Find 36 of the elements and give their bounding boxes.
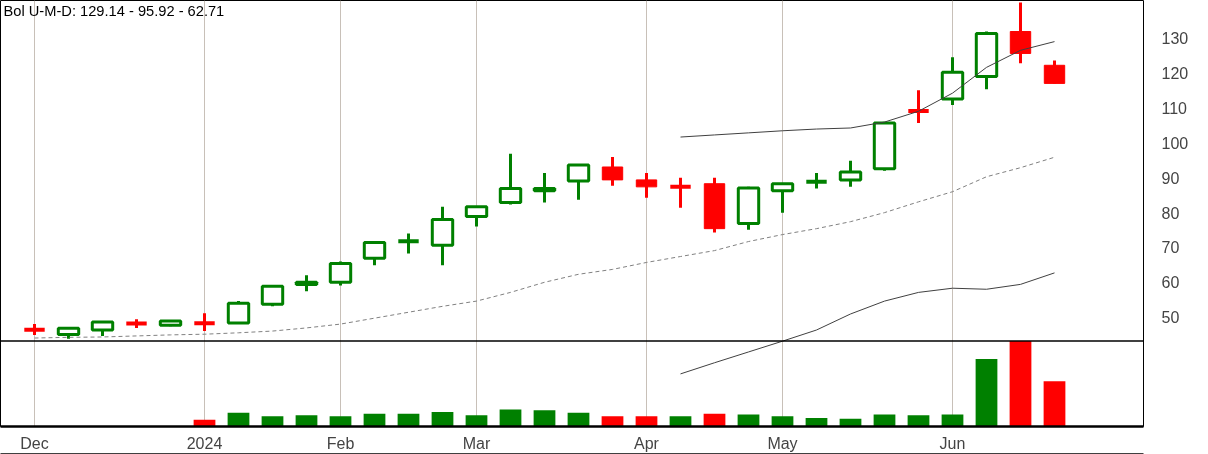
y-tick-label: 100 bbox=[1161, 134, 1189, 152]
candlestick bbox=[328, 261, 353, 286]
candlestick bbox=[532, 172, 557, 203]
x-tick-label: 2024 bbox=[186, 434, 223, 452]
candlestick bbox=[1043, 60, 1066, 84]
y-tick-label: 60 bbox=[1161, 274, 1180, 292]
candlestick bbox=[226, 301, 251, 325]
bar bbox=[1043, 381, 1066, 427]
y-tick-label: 70 bbox=[1161, 239, 1180, 257]
candlestick bbox=[566, 163, 591, 200]
y-tick-label: 110 bbox=[1161, 100, 1188, 118]
y-tick-label: 130 bbox=[1161, 30, 1189, 48]
y-tick-label: 80 bbox=[1161, 204, 1180, 222]
candlestick bbox=[770, 182, 795, 213]
x-tick-label: May bbox=[767, 434, 798, 452]
candlestick bbox=[601, 156, 624, 186]
y-tick-label: 50 bbox=[1161, 309, 1180, 327]
candlestick bbox=[498, 152, 523, 205]
x-tick-label: Jun bbox=[939, 434, 966, 452]
candlestick bbox=[838, 160, 863, 187]
y-tick-label: 120 bbox=[1161, 65, 1189, 83]
x-tick-label: Mar bbox=[462, 434, 491, 452]
x-tick-label: Dec bbox=[20, 434, 49, 452]
candlestick bbox=[1009, 2, 1032, 65]
candlestick bbox=[464, 205, 489, 227]
x-tick-label: Apr bbox=[634, 434, 660, 452]
candlestick bbox=[635, 172, 658, 198]
bar bbox=[975, 358, 998, 427]
line-series bbox=[680, 272, 1055, 375]
candlestick bbox=[362, 241, 387, 267]
y-tick-label: 90 bbox=[1161, 169, 1180, 187]
x-tick-label: Feb bbox=[326, 434, 355, 452]
line-series bbox=[34, 156, 1055, 339]
bar bbox=[499, 409, 522, 427]
chart-title: Bol U-M-D: 129.14 - 95.92 - 62.71 bbox=[3, 2, 225, 19]
bar bbox=[1009, 340, 1032, 427]
